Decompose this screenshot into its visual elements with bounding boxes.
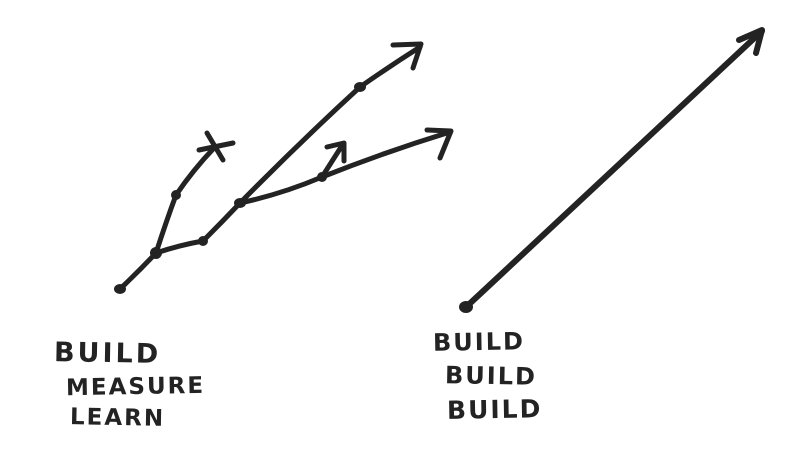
caption-build-1: BUILD [432, 327, 526, 357]
abandoned-node [171, 190, 181, 200]
caption-build-2: BUILD [444, 361, 538, 391]
straight-arrowhead-icon [736, 27, 765, 56]
junction-node [150, 247, 162, 259]
caption-build: BUILD [53, 337, 162, 370]
caption-measure: MEASURE [65, 372, 206, 402]
dead-end-x-mark [196, 130, 236, 163]
straight-path-sketch [459, 27, 765, 313]
success-arrowhead-icon [390, 41, 424, 71]
caption-build-3: BUILD [446, 394, 543, 425]
pivot-node [198, 236, 208, 246]
start-node [114, 284, 126, 294]
trunk-start-segment [117, 250, 159, 292]
iterative-path-sketch [114, 41, 454, 294]
sprout-branch-line [319, 141, 346, 180]
lower-progress-node [317, 172, 327, 182]
straight-start-node [459, 301, 473, 313]
secondary-arrowhead-icon [424, 127, 454, 161]
upper-progress-node [354, 82, 366, 92]
success-branch-line [237, 44, 423, 206]
straight-line [462, 28, 765, 311]
caption-learn: LEARN [69, 404, 166, 432]
sprout-arrowhead-icon [324, 140, 347, 164]
fork-node [234, 198, 246, 208]
